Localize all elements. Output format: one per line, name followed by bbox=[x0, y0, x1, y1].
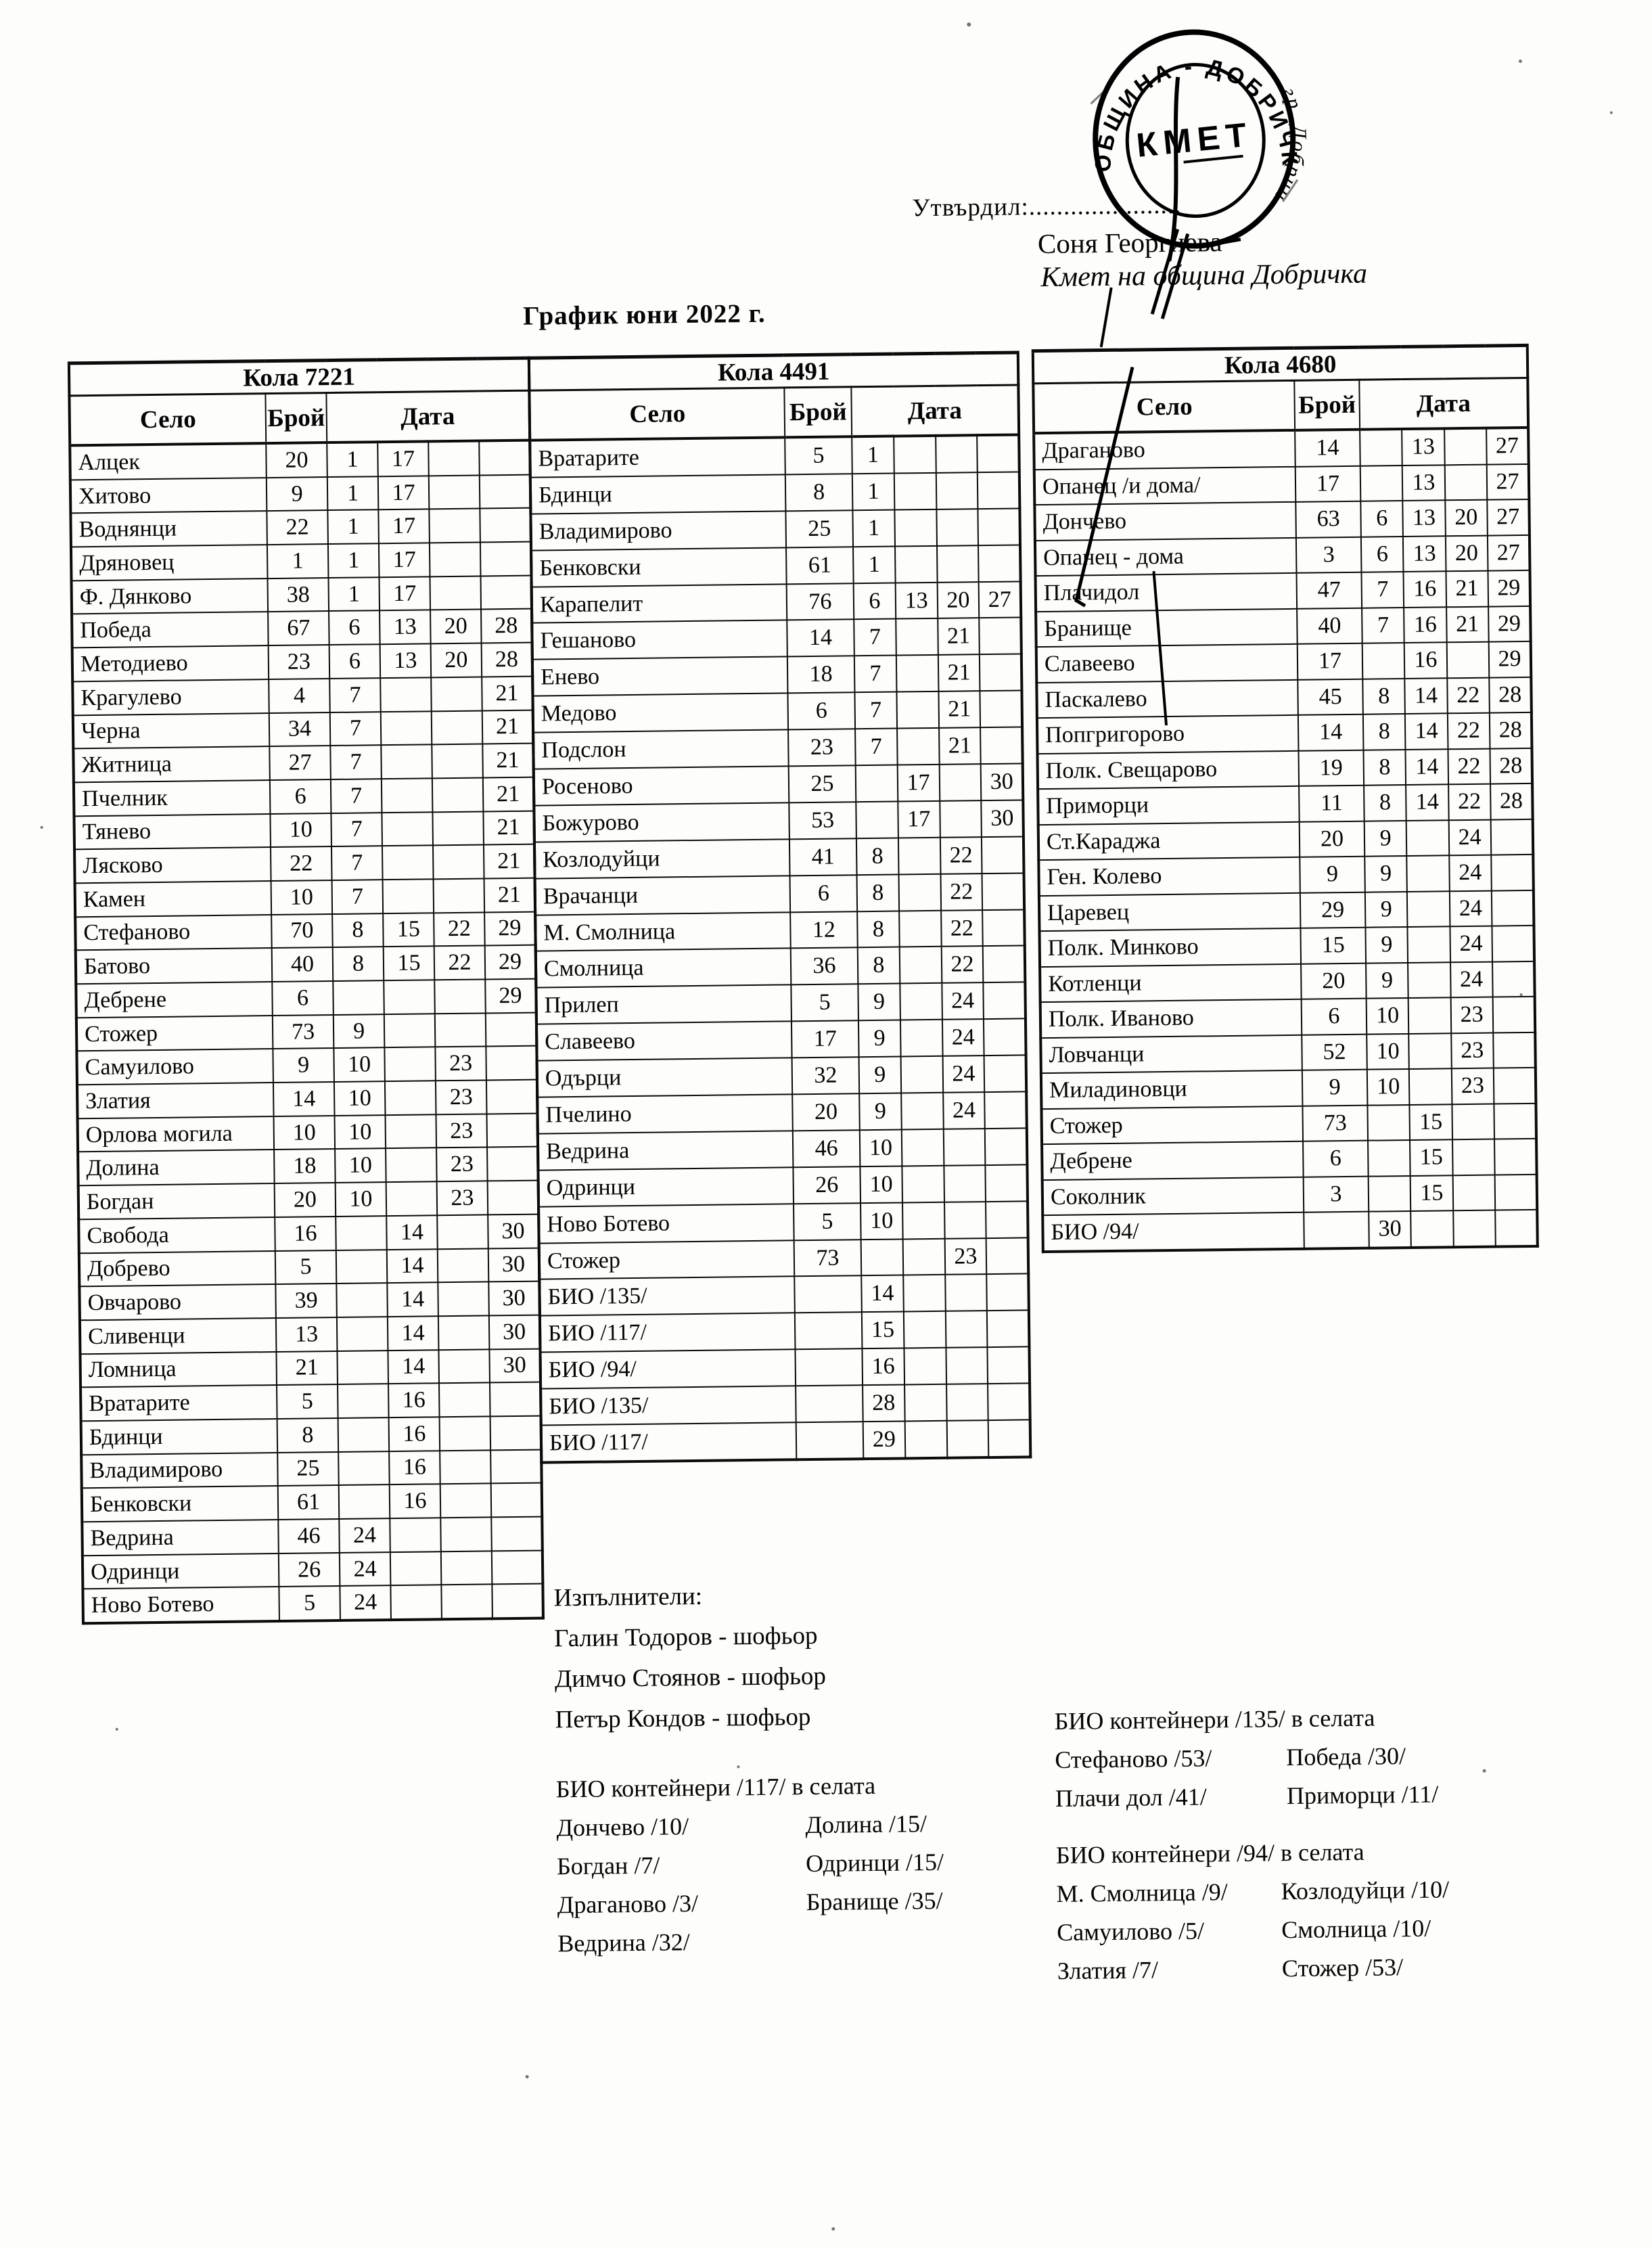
round-stamp: ОБЩИНА - ДОБРИЧКА гр. Добрич КМЕТ bbox=[1080, 20, 1312, 249]
